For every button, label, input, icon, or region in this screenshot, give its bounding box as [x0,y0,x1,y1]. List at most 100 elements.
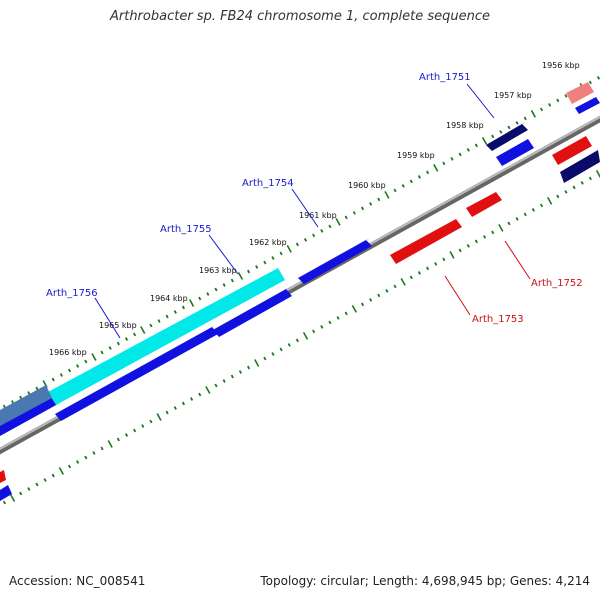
track-tick [433,164,439,172]
track-tick [287,343,291,347]
gene-forward-1958[interactable] [496,139,534,166]
gene-arth-1756[interactable] [48,268,285,405]
tick-label-1966: 1966 kbp [49,348,87,357]
gene-forward-1957[interactable] [575,97,600,114]
track-tick [263,260,267,265]
gene-reverse-1958[interactable] [552,136,592,165]
gene-arth-1755[interactable] [55,327,218,421]
track-tick [149,419,153,424]
map-title: Arthrobacter sp. FB24 chromosome 1, comp… [109,9,491,24]
tick-label-1965: 1965 kbp [99,321,137,330]
track-tick [205,386,211,394]
tick-label-1963: 1963 kbp [199,266,237,275]
gene-arth-1755-top [55,325,216,414]
track-tick [491,230,495,235]
gene-leader-lines [94,83,531,339]
gene-arth-1752[interactable] [466,192,502,217]
track-tick [214,287,218,292]
track-tick [483,235,487,239]
track-tick [124,337,129,341]
track-tick [27,391,31,395]
gene-arth-1751-top [486,122,526,145]
track-tick [409,275,413,280]
gene-label-arth-1755[interactable]: Arth_1755 [160,224,212,235]
gene-arth-1754[interactable] [298,240,372,284]
track-tick [515,121,519,125]
track-tick [320,325,324,329]
track-tick [335,218,341,226]
track-tick [43,478,47,482]
gene-forward-1962[interactable] [213,289,292,337]
outer-tick-track [2,76,600,409]
track-tick [312,329,316,334]
tick-label-1957: 1957 kbp [494,91,532,100]
track-tick [108,346,112,350]
track-tick [295,242,299,247]
track-tick [133,332,137,337]
track-tick [58,467,64,475]
track-tick [531,208,535,212]
track-tick [100,446,104,451]
track-tick [35,386,39,391]
track-tick [507,125,511,130]
track-tick [149,323,153,328]
leader-arth-1753 [444,275,471,316]
track-tick [140,326,146,334]
track-tick [156,413,162,421]
gene-arth-1754-top [298,238,370,278]
reverse-genes [0,136,592,483]
track-tick [230,278,234,283]
leader-arth-1751 [466,83,495,119]
gene-label-arth-1756[interactable]: Arth_1756 [46,288,98,299]
gene-arth-1751[interactable] [486,124,528,151]
track-tick [588,176,592,181]
track-tick [181,305,185,310]
gene-label-arth-1751[interactable]: Arth_1751 [419,72,471,83]
track-tick [271,256,275,260]
gene-forward-edge[interactable] [0,485,12,501]
track-tick [59,373,63,377]
track-tick [206,292,210,296]
track-tick [247,269,251,274]
gene-arth-1753[interactable] [390,219,462,264]
track-tick [198,392,202,397]
genome-stats-text: Topology: circular; Length: 4,698,945 bp… [260,574,590,588]
track-tick [286,245,292,253]
track-tick [92,451,96,455]
gene-forward-1959[interactable] [560,150,600,183]
track-tick [238,370,242,374]
track-tick [84,359,88,364]
gene-label-arth-1752[interactable]: Arth_1752 [531,278,583,289]
track-tick [91,353,97,361]
track-tick [572,185,576,190]
track-tick [35,482,39,487]
leader-arth-1755 [208,234,239,275]
forward-genes [0,97,600,501]
track-tick [336,316,340,320]
track-tick [165,314,169,319]
track-tick [491,134,495,139]
track-tick [409,179,413,184]
track-tick [499,130,503,134]
track-tick [474,143,478,148]
gene-1967-steel[interactable] [0,385,52,426]
gene-label-arth-1754[interactable]: Arth_1754 [242,178,294,189]
gene-reverse-edge[interactable] [0,470,6,483]
track-tick [530,110,537,118]
track-tick [466,148,470,152]
track-tick [230,374,234,379]
track-tick [157,319,161,323]
track-tick [377,197,381,202]
track-tick [51,377,55,382]
track-tick [188,299,195,307]
track-tick [556,194,560,199]
track-tick [556,98,560,103]
track-tick [344,215,348,220]
gene-forward-1967[interactable] [0,396,58,436]
leader-arth-1752 [504,240,531,280]
track-tick [107,440,113,448]
track-tick [377,293,381,298]
track-tick [76,364,80,368]
gene-label-arth-1753[interactable]: Arth_1753 [472,314,524,325]
gene-1956-pink[interactable] [566,82,594,104]
